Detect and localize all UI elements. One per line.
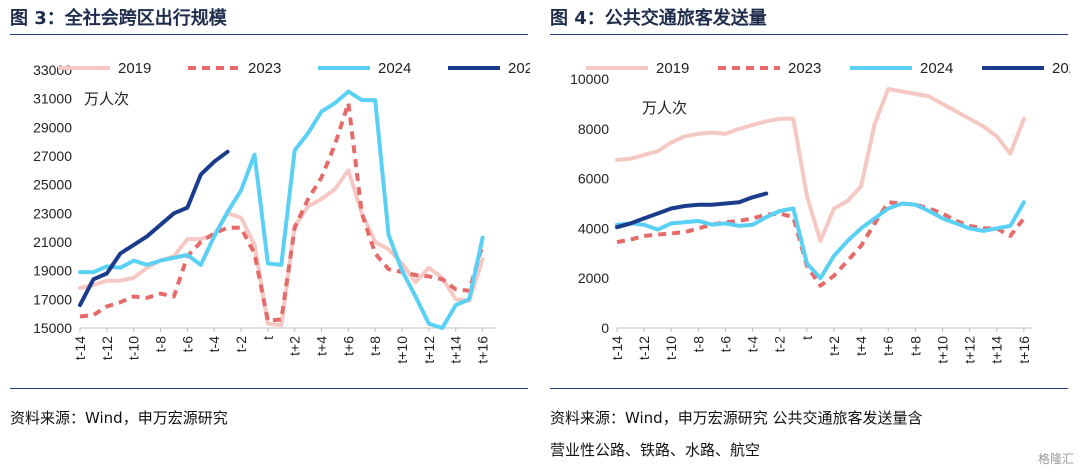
right-y-tick-label: 4000: [578, 220, 609, 236]
left-title-rule: [10, 34, 528, 35]
right-x-tick-label: t+12: [962, 336, 978, 364]
left-legend-label-2023: 2023: [248, 60, 281, 77]
right-legend-label-2024: 2024: [920, 60, 953, 77]
left-x-tick-label: t+14: [448, 336, 464, 364]
left-x-tick-label: t-6: [179, 336, 195, 353]
left-x-tick-label: t: [260, 336, 276, 340]
right-x-tick-label: t-6: [717, 336, 733, 353]
right-x-tick-label: t+8: [907, 336, 923, 356]
left-x-tick-label: t-14: [72, 336, 88, 360]
left-x-tick-label: t+16: [475, 336, 491, 364]
right-legend-label-2025: 2025: [1052, 60, 1070, 77]
left-series-line-2025: [78, 149, 230, 308]
right-x-tick-label: t+14: [989, 336, 1005, 364]
left-x-tick-label: t+8: [367, 336, 383, 356]
left-x-tick-label: t-12: [99, 336, 115, 360]
right-source-note: 资料来源：Wind，申万宏源研究 公共交通旅客发送量含 营业性公路、铁路、水路、…: [550, 402, 1070, 466]
right-series-line-2025: [615, 191, 769, 230]
right-x-tick-label: t+4: [853, 336, 869, 356]
right-unit-label: 万人次: [642, 100, 687, 117]
left-x-tick-label: t+10: [394, 336, 410, 364]
right-y-tick-label: 0: [601, 320, 609, 336]
left-figure-panel: 图 3：全社会跨区出行规模 15000 17000 19000 21000 23000 2…: [10, 0, 530, 473]
left-y-tick-label: 31000: [33, 91, 72, 107]
right-y-tick-label: 8000: [578, 121, 609, 137]
left-figure-title: 图 3：全社会跨区出行规模: [10, 8, 227, 29]
right-x-tick-label: t-2: [772, 336, 788, 353]
left-y-tick-label: 17000: [33, 291, 72, 307]
left-x-tick-label: t-10: [126, 336, 142, 360]
right-x-tick-label: t-4: [745, 336, 761, 353]
right-legend-label-2019: 2019: [656, 60, 689, 77]
right-series-line-2023: [616, 200, 1026, 288]
left-x-tick-label: t+2: [287, 336, 303, 356]
right-y-tick-label: 10000: [570, 71, 609, 87]
right-x-tick-label: t+6: [880, 336, 896, 356]
left-series-line-2023: [79, 101, 485, 323]
left-legend-label-2025: 2025: [508, 60, 530, 77]
left-source-rule: [10, 388, 528, 389]
watermark-logo: 格隆汇: [1037, 452, 1074, 466]
right-x-tick-label: t+2: [826, 336, 842, 356]
left-legend-label-2019: 2019: [118, 60, 151, 77]
left-x-tick-label: t-8: [153, 336, 169, 353]
right-x-tick-label: t+10: [934, 336, 950, 364]
left-source-note: 资料来源：Wind，申万宏源研究: [10, 409, 228, 427]
left-x-tick-label: t+4: [314, 336, 330, 356]
left-legend-label-2024: 2024: [378, 60, 411, 77]
right-x-tick-label: t-10: [663, 336, 679, 360]
right-y-tick-label: 6000: [578, 171, 609, 187]
left-x-tick-label: t+12: [421, 336, 437, 364]
left-y-tick-label: 29000: [33, 119, 72, 135]
right-legend-label-2023: 2023: [788, 60, 821, 77]
left-unit-label: 万人次: [84, 91, 129, 108]
right-source-line-2: 营业性公路、铁路、水路、航空: [550, 441, 761, 459]
right-title-rule: [550, 34, 1068, 35]
right-x-tick-label: t-8: [690, 336, 706, 353]
right-x-tick-label: t+16: [1016, 336, 1032, 364]
left-series-line-2019: [78, 168, 485, 328]
right-y-tick-label: 2000: [578, 270, 609, 286]
right-figure-title: 图 4：公共交通旅客发送量: [550, 8, 767, 29]
right-x-tick-label: t-12: [636, 336, 652, 360]
left-y-tick-label: 25000: [33, 177, 72, 193]
left-y-tick-label: 21000: [33, 234, 72, 250]
right-figure-panel: 图 4：公共交通旅客发送量 0 2000 4000 6000 8000 10000 t-14…: [550, 0, 1070, 473]
left-y-tick-label: 27000: [33, 148, 72, 164]
left-y-tick-label: 15000: [33, 320, 72, 336]
left-series-line-2024: [78, 89, 485, 330]
right-series-line-2024: [615, 200, 1026, 281]
left-x-tick-label: t+6: [340, 336, 356, 356]
right-x-tick-label: t-14: [609, 336, 625, 360]
right-series-line-2019: [615, 87, 1026, 243]
right-x-tick-label: t: [799, 336, 815, 340]
left-line-chart: 15000 17000 19000 21000 23000 25000 27000 29000…: [33, 60, 530, 364]
left-y-tick-label: 19000: [33, 263, 72, 279]
left-x-tick-label: t-2: [233, 336, 249, 353]
left-y-tick-label: 23000: [33, 205, 72, 221]
left-x-tick-label: t-4: [206, 336, 222, 353]
right-line-chart: 0 2000 4000 6000 8000 10000 t-14 t-12 t-10 t-8 t-6…: [570, 60, 1070, 364]
right-source-line-1: 资料来源：Wind，申万宏源研究 公共交通旅客发送量含: [550, 409, 923, 427]
right-source-rule: [550, 388, 1068, 389]
